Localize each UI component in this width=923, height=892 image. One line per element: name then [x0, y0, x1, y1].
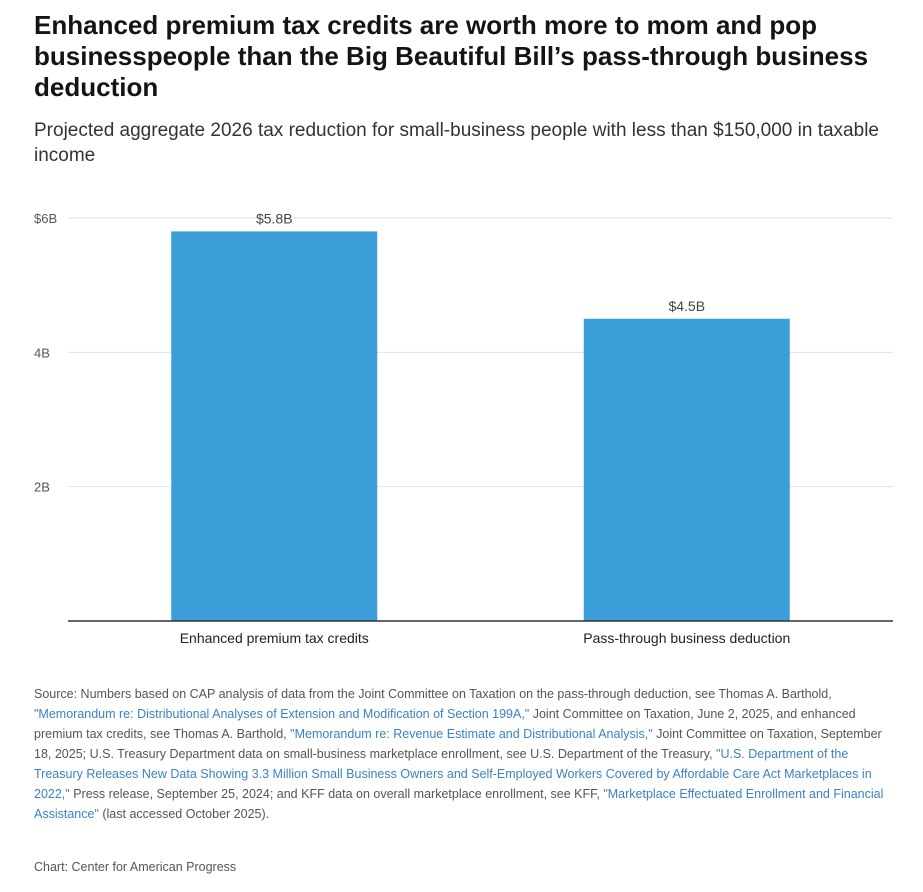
y-tick-label: 4B — [34, 345, 50, 360]
bar — [171, 231, 378, 621]
y-tick-label: $6B — [34, 211, 57, 226]
source-link-1[interactable]: "Memorandum re: Distributional Analyses … — [34, 707, 530, 721]
source-link-4[interactable]: "Marketplace Effectuated Enrollment and … — [34, 787, 884, 821]
data-label: $5.8B — [256, 210, 293, 226]
bar — [583, 318, 790, 621]
source-note: Source: Numbers based on CAP analysis of… — [34, 684, 894, 824]
data-label: $4.5B — [668, 298, 705, 314]
bar-chart: 2B 4B $6B $5.8B Enhanced premium tax credits… — [34, 210, 893, 646]
chart-subtitle: Projected aggregate 2026 tax reduction f… — [34, 120, 879, 166]
source-link-3[interactable]: "U.S. Department of the Treasury Release… — [34, 747, 872, 801]
y-tick-label: 2B — [34, 480, 50, 495]
source-text-3: Joint Committee on Taxation, September 1… — [34, 727, 882, 761]
x-category-label: Pass-through business deduction — [583, 630, 790, 646]
chart-title: Enhanced premium tax credits are worth m… — [34, 10, 869, 102]
source-text-5: (last accessed October 2025). — [98, 807, 270, 821]
source-text-4: Press release, September 25, 2024; and K… — [69, 787, 604, 801]
chart-credit: Chart: Center for American Progress — [34, 860, 237, 874]
source-text-1: Source: Numbers based on CAP analysis of… — [34, 687, 832, 701]
x-category-label: Enhanced premium tax credits — [180, 630, 369, 646]
source-text-2: Joint Committee on Taxation, June 2, 202… — [34, 707, 856, 741]
source-link-2[interactable]: "Memorandum re: Revenue Estimate and Dis… — [290, 727, 653, 741]
